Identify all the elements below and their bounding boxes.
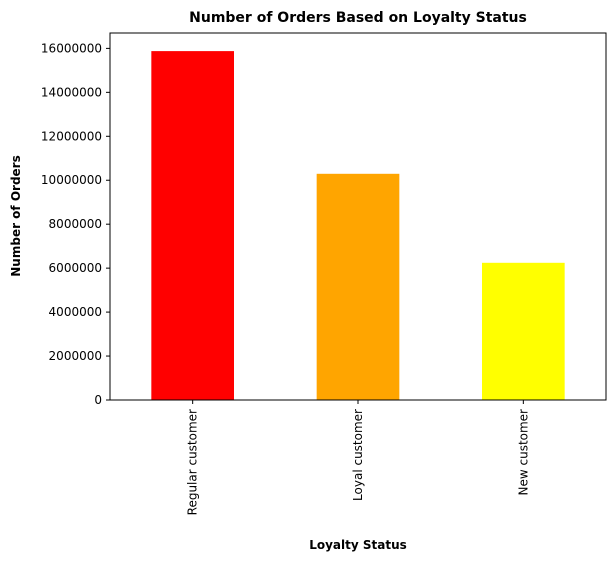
y-tick-label: 0 <box>94 393 102 407</box>
y-tick-label: 8000000 <box>49 217 102 231</box>
x-tick-label: New customer <box>516 409 530 496</box>
bar-regular-customer <box>151 51 234 400</box>
x-axis-ticks: Regular customer Loyal customer New custom… <box>186 400 530 515</box>
y-tick-label: 2000000 <box>49 349 102 363</box>
y-tick-label: 14000000 <box>41 85 102 99</box>
y-tick-label: 12000000 <box>41 129 102 143</box>
x-tick-label: Regular customer <box>186 409 200 515</box>
x-tick-label: Loyal customer <box>351 409 365 501</box>
y-tick-label: 10000000 <box>41 173 102 187</box>
x-axis-label: Loyalty Status <box>309 538 407 552</box>
y-tick-label: 16000000 <box>41 41 102 55</box>
plot-frame <box>109 32 607 401</box>
bar-loyal-customer <box>316 173 400 400</box>
y-tick-label: 4000000 <box>49 305 102 319</box>
y-axis-ticks: 0 2000000 4000000 6000000 8000000 10000000 120… <box>41 41 110 407</box>
y-tick-label: 6000000 <box>49 261 102 275</box>
y-axis-label: Number of Orders <box>9 155 23 276</box>
bar-new-customer <box>482 262 565 400</box>
bars-group <box>151 51 565 400</box>
chart-title: Number of Orders Based on Loyalty Status <box>189 10 527 26</box>
